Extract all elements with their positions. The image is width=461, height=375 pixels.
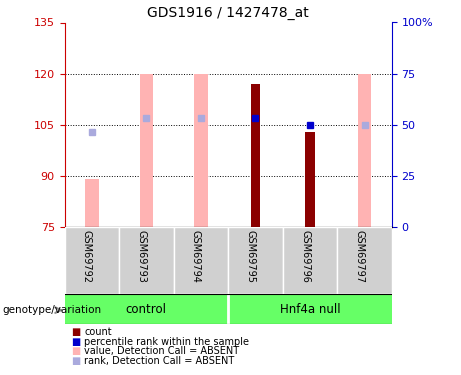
Text: percentile rank within the sample: percentile rank within the sample (84, 337, 249, 346)
Text: GSM69795: GSM69795 (245, 230, 255, 283)
Text: ■: ■ (71, 327, 81, 337)
Text: GSM69797: GSM69797 (355, 230, 365, 283)
Bar (337, 227, 392, 294)
Bar (305, 132, 315, 227)
Text: value, Detection Call = ABSENT: value, Detection Call = ABSENT (84, 346, 239, 356)
Text: ■: ■ (71, 337, 81, 346)
Text: GSM69796: GSM69796 (300, 230, 310, 283)
Bar (283, 227, 337, 294)
Bar (251, 84, 260, 227)
Bar (228, 227, 283, 294)
Title: GDS1916 / 1427478_at: GDS1916 / 1427478_at (148, 6, 309, 20)
Bar (194, 74, 208, 227)
Text: GSM69792: GSM69792 (82, 230, 92, 283)
Text: count: count (84, 327, 112, 337)
Text: GSM69793: GSM69793 (136, 230, 146, 283)
Bar (358, 74, 372, 227)
Text: rank, Detection Call = ABSENT: rank, Detection Call = ABSENT (84, 356, 235, 366)
Bar (65, 227, 119, 294)
Text: Hnf4a null: Hnf4a null (280, 303, 340, 316)
Text: ■: ■ (71, 356, 81, 366)
Text: GSM69794: GSM69794 (191, 230, 201, 283)
Text: control: control (126, 303, 167, 316)
Bar (174, 227, 228, 294)
Bar (140, 74, 153, 227)
Bar (119, 227, 174, 294)
Bar (85, 179, 99, 227)
Text: genotype/variation: genotype/variation (2, 305, 101, 315)
Text: ■: ■ (71, 346, 81, 356)
